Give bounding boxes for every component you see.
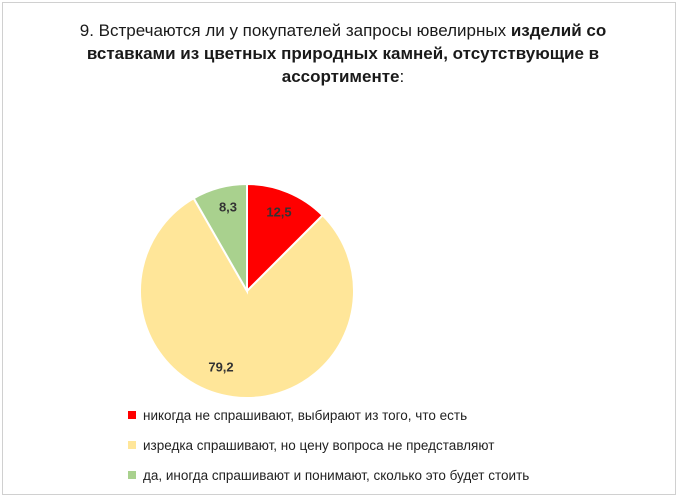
legend-label-sometimes: да, иногда спрашивают и понимают, скольк… <box>143 467 530 483</box>
legend-swatch-never <box>128 411 136 419</box>
data-label-sometimes: 8,3 <box>219 199 237 214</box>
chart-title: 9. Встречаются ли у покупателей запросы … <box>43 19 643 88</box>
legend-item-never: никогда не спрашивают, выбирают из того,… <box>128 400 648 430</box>
pie-slice-sometimes <box>192 182 248 295</box>
legend-swatch-sometimes <box>128 471 136 479</box>
legend-label-rarely: изредка спрашивают, но цену вопроса не п… <box>143 437 495 453</box>
title-part-1: 9. Встречаются ли у покупателей запросы … <box>79 21 511 40</box>
title-part-3: : <box>399 67 405 86</box>
legend: никогда не спрашивают, выбирают из того,… <box>128 400 648 490</box>
legend-swatch-rarely <box>128 441 136 449</box>
data-label-never: 12,5 <box>266 204 291 219</box>
legend-item-sometimes: да, иногда спрашивают и понимают, скольк… <box>128 460 648 490</box>
title-part-2: изделий со вставками из цветных природны… <box>86 21 607 86</box>
legend-label-never: никогда не спрашивают, выбирают из того,… <box>143 407 468 423</box>
pie-slice-rarely <box>139 196 355 399</box>
legend-item-rarely: изредка спрашивают, но цену вопроса не п… <box>128 430 648 460</box>
pie-slice-never <box>246 182 325 294</box>
data-label-rarely: 79,2 <box>208 359 233 374</box>
